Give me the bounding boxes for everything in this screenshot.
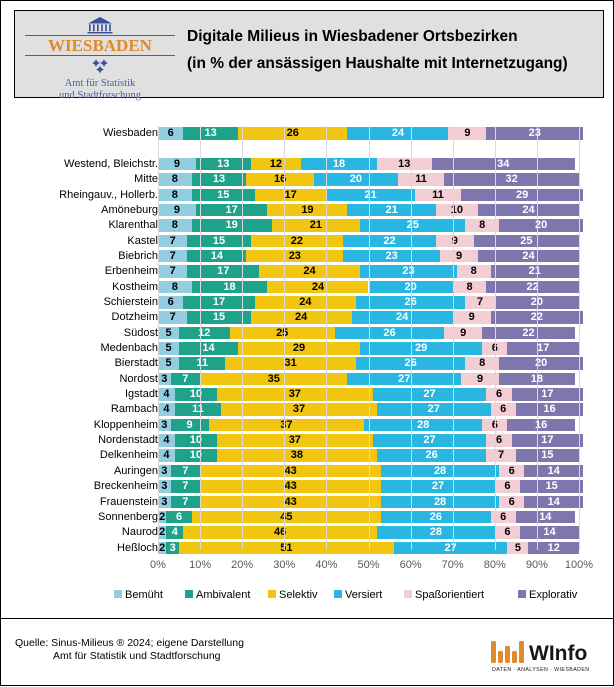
svg-text:DATEN · ANALYSEN · WIESBADEN: DATEN · ANALYSEN · WIESBADEN	[492, 667, 590, 673]
svg-text:WInfo: WInfo	[529, 642, 587, 665]
